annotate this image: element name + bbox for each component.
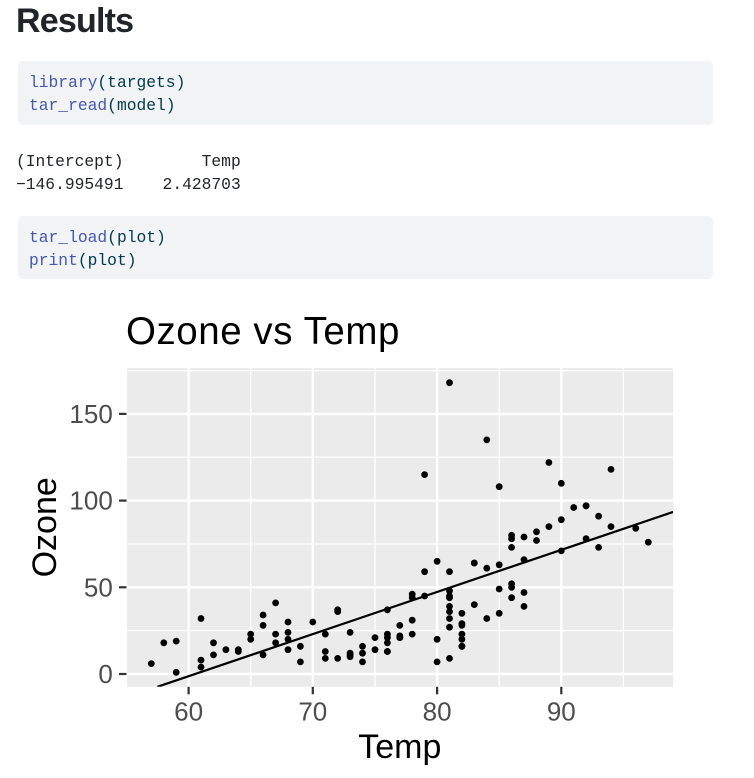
svg-text:60: 60	[174, 697, 203, 727]
svg-text:Ozone: Ozone	[26, 477, 64, 577]
svg-text:80: 80	[423, 697, 452, 727]
svg-text:Ozone vs Temp: Ozone vs Temp	[126, 310, 400, 353]
svg-text:70: 70	[298, 697, 327, 727]
svg-text:50: 50	[84, 572, 113, 602]
svg-text:150: 150	[69, 399, 112, 429]
svg-text:100: 100	[69, 486, 112, 516]
svg-text:Temp: Temp	[358, 728, 441, 766]
svg-text:0: 0	[98, 659, 112, 689]
svg-text:90: 90	[547, 697, 576, 727]
